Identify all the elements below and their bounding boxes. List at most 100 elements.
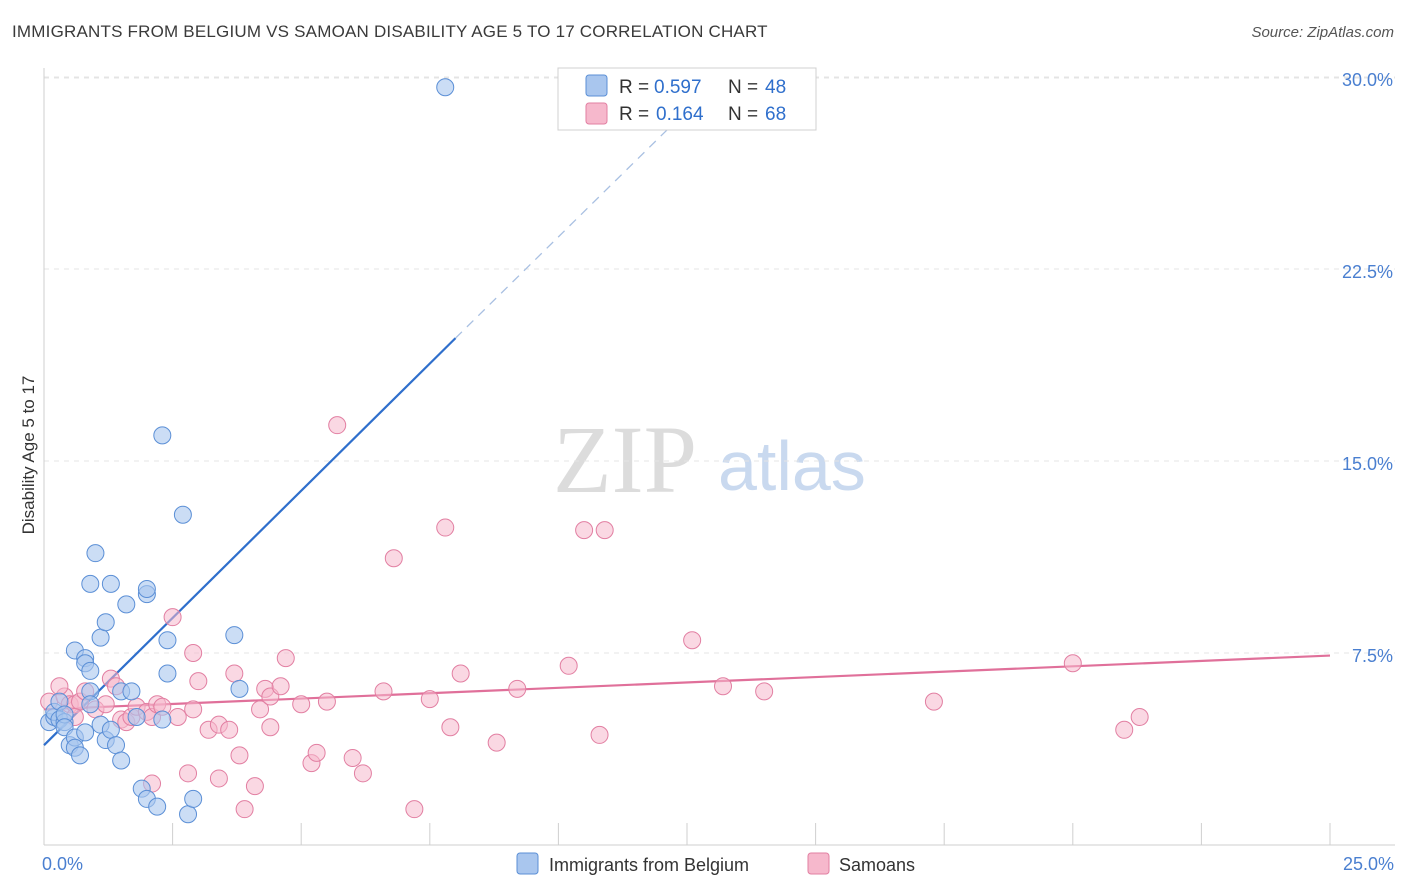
samoans-point	[1130, 708, 1149, 726]
y-tick-label: 22.5%	[1342, 262, 1393, 282]
samoans-point	[245, 777, 264, 796]
belgium-point	[101, 720, 120, 739]
belgium-point	[101, 574, 120, 593]
series-swatch-samoans	[807, 852, 830, 875]
samoans-point	[508, 679, 527, 698]
samoans-point	[1115, 720, 1134, 739]
watermark-zip: ZIP	[553, 406, 697, 513]
samoans-point	[714, 677, 733, 696]
y-tick-label: 15.0%	[1342, 454, 1393, 474]
belgium-point	[173, 505, 192, 524]
y-tick-label: 7.5%	[1352, 646, 1393, 666]
belgium-point	[81, 661, 100, 680]
samoans-point	[235, 800, 254, 819]
samoans-point	[189, 672, 208, 691]
belgium-point	[137, 580, 156, 598]
samoans-point	[436, 518, 455, 537]
belgium-point	[148, 797, 167, 816]
samoans-point	[590, 725, 609, 744]
belgium-point	[117, 595, 136, 614]
samoans-point	[163, 608, 182, 627]
samoans-point	[487, 733, 506, 752]
chart-title: IMMIGRANTS FROM BELGIUM VS SAMOAN DISABI…	[12, 22, 768, 41]
axes: 7.5% 15.0% 22.5% 30.0% 0.0% 25.0%	[42, 68, 1395, 874]
belgium-point	[436, 78, 455, 97]
belgium-point	[158, 664, 177, 683]
legend-swatch-belgium	[585, 74, 608, 97]
samoans-point	[441, 718, 460, 737]
belgium-point	[153, 426, 172, 445]
samoans-point	[317, 692, 336, 711]
samoans-point	[168, 708, 187, 726]
belgium-point	[91, 628, 110, 647]
series-label-samoans: Samoans	[839, 855, 915, 875]
legend-n-label-belgium: N =	[728, 77, 758, 98]
belgium-point	[81, 695, 100, 714]
samoans-point	[374, 682, 393, 701]
x-tick-label-min: 0.0%	[42, 854, 83, 874]
samoans-point	[220, 720, 239, 739]
x-tick-label-max: 25.0%	[1343, 854, 1394, 874]
belgium-point	[71, 746, 90, 765]
samoans-point	[179, 764, 198, 783]
legend-n-value-samoans: 68	[765, 104, 786, 125]
belgium-point	[225, 626, 244, 645]
belgium-point	[127, 708, 146, 726]
trend-line-samoans	[43, 654, 1331, 711]
samoans-point	[1063, 654, 1082, 673]
legend-r-value-samoans: 0.164	[656, 104, 704, 125]
samoans-point	[328, 416, 347, 435]
belgium-point	[107, 736, 126, 755]
legend-n-label-samoans: N =	[728, 104, 758, 125]
belgium-point	[86, 544, 105, 563]
series-swatch-belgium	[516, 852, 539, 875]
y-tick-label: 30.0%	[1342, 70, 1393, 90]
gridlines	[44, 76, 1395, 654]
belgium-point	[230, 679, 249, 698]
samoans-point	[225, 664, 244, 683]
legend-n-value-belgium: 48	[765, 77, 786, 98]
samoans-point	[595, 521, 614, 540]
samoans-point	[276, 649, 295, 668]
samoans-point	[353, 764, 372, 783]
samoans-point	[575, 521, 594, 540]
belgium-point	[153, 710, 172, 729]
samoans-point	[96, 695, 115, 714]
belgium-point	[96, 613, 115, 632]
watermark-atlas: atlas	[718, 427, 866, 505]
belgium-point	[81, 574, 100, 593]
belgium-point	[158, 631, 177, 650]
samoans-point	[451, 664, 470, 683]
belgium-point	[122, 682, 141, 701]
samoans-point	[405, 800, 424, 819]
legend-r-label-samoans: R =	[619, 104, 649, 125]
trend-line-belgium-extension	[455, 109, 688, 339]
samoans-point	[209, 769, 228, 788]
data-points	[40, 78, 1149, 824]
samoans-point	[184, 644, 203, 662]
belgium-point	[184, 789, 203, 808]
series-legend: Immigrants from Belgium Samoans	[516, 852, 915, 875]
samoans-point	[384, 549, 403, 568]
samoans-point	[307, 743, 326, 762]
series-label-belgium: Immigrants from Belgium	[549, 855, 749, 875]
belgium-point	[76, 723, 95, 742]
source-credit: Source: ZipAtlas.com	[1251, 24, 1394, 41]
samoans-point	[292, 695, 311, 714]
legend-r-value-belgium: 0.597	[654, 77, 702, 98]
samoans-point	[420, 690, 439, 709]
samoans-point	[271, 677, 290, 696]
samoans-point	[924, 692, 943, 711]
samoans-point	[230, 746, 249, 765]
belgium-point	[112, 751, 131, 770]
samoans-point	[343, 748, 362, 767]
samoans-point	[50, 677, 69, 696]
samoans-point	[755, 682, 774, 701]
y-axis-label: Disability Age 5 to 17	[19, 376, 38, 535]
samoans-point	[184, 700, 203, 719]
belgium-point	[179, 805, 198, 824]
legend-swatch-samoans	[585, 102, 608, 125]
legend-r-label-belgium: R =	[619, 77, 649, 98]
samoans-point	[683, 631, 702, 650]
